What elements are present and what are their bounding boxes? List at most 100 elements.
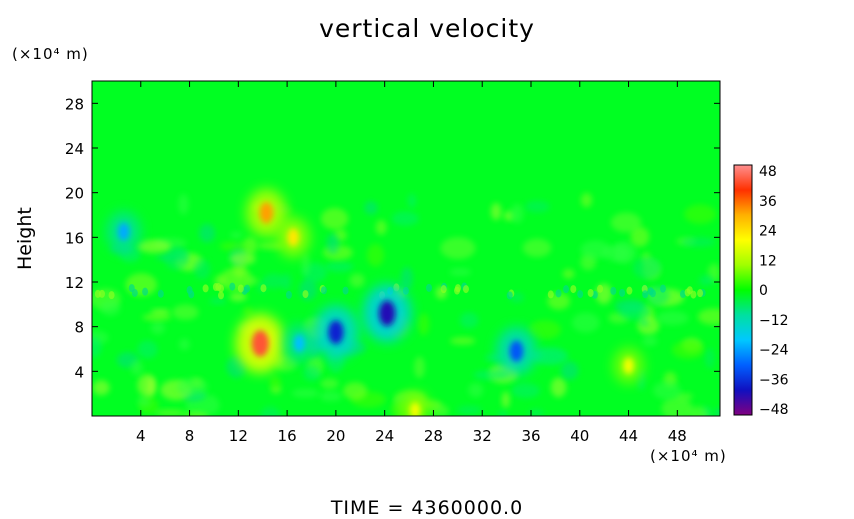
texture-blob [291,388,320,398]
texture-blob [626,286,633,295]
texture-blob [242,237,258,255]
texture-blob [529,349,566,364]
x-tick-label: 44 [619,427,638,445]
texture-blob [684,288,691,297]
y-tick-label: 28 [65,95,84,113]
heatmap-feature-core [409,402,421,416]
y-axis-ticks: 4 8 12 16 20 24 28 [65,95,720,381]
texture-blob [407,193,417,209]
colorbar-tick-label: 12 [759,253,777,269]
heatmap-feature-core [117,222,130,241]
texture-blob [219,241,247,251]
texture-blob [577,290,584,299]
texture-blob [490,202,502,221]
texture-blob [342,286,349,295]
texture-blob [524,200,550,213]
texture-blob [92,380,110,396]
texture-blob [449,268,472,276]
colorbar-tick-label: 48 [759,164,777,180]
colorbar-tick-label: −48 [759,402,789,418]
x-tick-label: 40 [570,427,589,445]
texture-blob [580,240,611,259]
texture-blob [146,377,156,397]
texture-blob [178,193,189,215]
heatmap-feature-core [287,228,299,247]
colorbar [733,164,753,416]
texture-blob [219,267,253,291]
texture-blob [343,382,368,400]
texture-blob [177,377,209,396]
texture-blob [237,284,244,293]
texture-blob [402,286,409,295]
texture-blob [570,285,577,294]
texture-blob [229,292,247,302]
texture-blob [172,304,199,320]
texture-blob [92,336,102,358]
texture-blob [501,391,510,409]
y-tick-label: 4 [74,363,84,381]
texture-blob [449,337,476,345]
texture-blob [301,253,310,276]
texture-blob [653,381,682,400]
texture-blob [638,318,649,327]
texture-blob [137,395,151,407]
texture-blob [587,288,594,297]
texture-blob [610,212,642,233]
heatmap-feature-core [623,357,634,374]
texture-blob [247,277,260,285]
texture-blob [688,406,709,416]
texture-blob [630,226,650,247]
texture-blob [550,377,567,398]
texture-blob [656,311,689,326]
y-tick-label: 8 [74,319,84,337]
texture-blob [468,382,484,398]
colorbar-tick-label: −36 [759,372,789,388]
texture-blob [257,242,284,250]
texture-blob [619,303,651,321]
texture-blob [671,340,705,359]
texture-blob [178,338,190,351]
x-tick-label: 28 [424,427,443,445]
texture-blob [303,365,321,381]
texture-blob [632,256,662,280]
colorbar-tick-label: 36 [759,194,777,210]
texture-blob [366,243,385,267]
texture-blob [262,273,286,289]
texture-blob [364,201,378,215]
colorbar-tick-label: −24 [759,343,789,359]
time-footer: TIME = 4360000.0 [330,497,524,519]
y-tick-label: 12 [65,274,84,292]
texture-blob [547,290,554,299]
texture-blob [155,409,186,416]
x-tick-label: 48 [668,427,687,445]
heatmap-feature-core [509,340,524,362]
texture-blob [698,275,714,286]
texture-blob [690,290,697,299]
x-tick-label: 32 [473,427,492,445]
texture-blob [157,289,164,298]
texture-blob [269,376,282,388]
texture-blob [137,340,158,359]
texture-blob [459,312,479,329]
texture-blob [391,211,419,226]
texture-blob [320,207,349,230]
texture-blob [462,285,469,294]
texture-blob [202,284,209,293]
texture-blob [285,290,292,299]
texture-blob [417,313,430,336]
texture-blob [714,407,720,416]
texture-blob [142,313,172,321]
plot-area-frame [91,80,721,417]
x-axis-ticks: 4 8 12 16 20 24 28 32 36 40 44 48 [136,81,687,445]
texture-blob [661,396,693,416]
y-tick-label: 20 [65,185,84,203]
x-tick-label: 8 [185,427,195,445]
texture-blob [610,286,617,295]
texture-blob [510,203,524,224]
texture-blob [324,261,354,273]
texture-blob [299,278,317,301]
colorbar-tick-label: 24 [759,224,777,240]
texture-blob [326,233,340,254]
texture-blob [229,282,236,291]
